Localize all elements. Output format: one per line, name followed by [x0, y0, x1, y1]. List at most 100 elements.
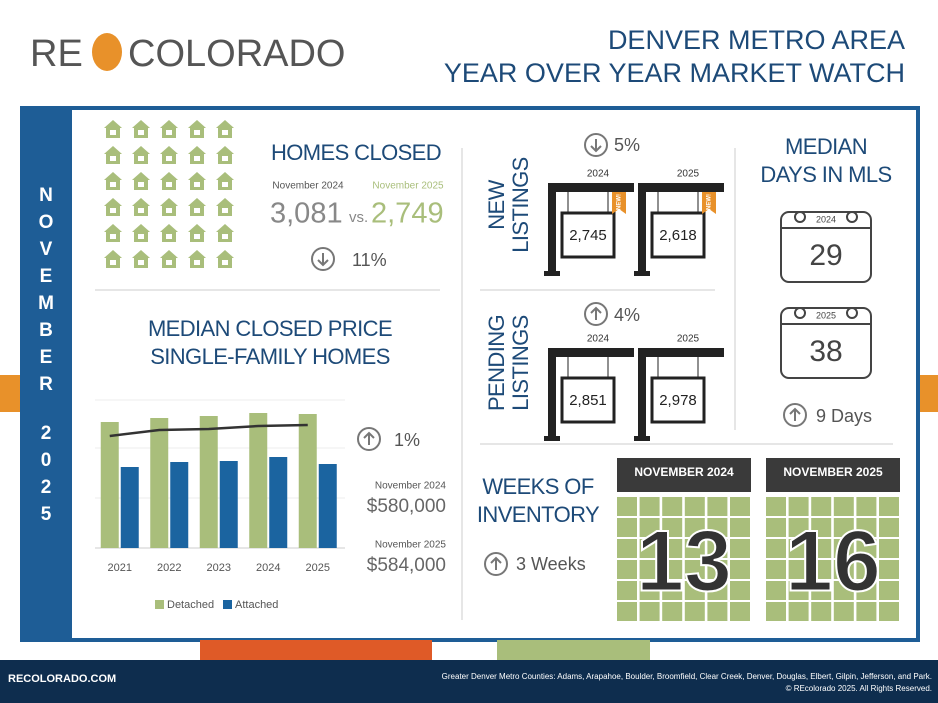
sign-base	[634, 271, 650, 276]
inventory-cell	[617, 602, 637, 621]
house-icon	[160, 120, 178, 138]
house-icon	[104, 146, 122, 164]
change-arrow	[590, 139, 602, 153]
bar	[150, 418, 169, 548]
house-icon	[216, 120, 234, 138]
inventory-cell	[766, 518, 786, 537]
inventory-cell	[730, 497, 750, 516]
inventory-cell	[833, 539, 854, 558]
change: 9 Days	[816, 406, 872, 426]
inventory-cell	[766, 581, 786, 600]
house-window	[138, 156, 144, 161]
logo: COLORADO	[128, 33, 345, 75]
x-tick-label: 2021	[108, 562, 132, 574]
sign-year: 2025	[677, 169, 700, 180]
sign-post	[638, 183, 646, 275]
house-window	[166, 234, 172, 239]
inventory-cell	[788, 602, 809, 621]
inventory-cell	[811, 497, 832, 516]
inventory-cell	[856, 539, 877, 558]
inventory-cell	[662, 602, 683, 621]
section-title: SINGLE-FAMILY HOMES	[150, 344, 390, 369]
inventory-cell	[811, 560, 832, 579]
year: 2025	[40, 423, 52, 525]
house-window	[110, 234, 116, 239]
label: November 2025	[372, 181, 444, 192]
sign-board	[650, 211, 706, 259]
sign-board	[650, 376, 706, 424]
badge-text: NEW!	[707, 194, 713, 210]
inventory-cell	[730, 560, 750, 579]
inventory-cell	[662, 518, 683, 537]
house-window	[110, 182, 116, 187]
house-icon	[216, 172, 234, 190]
inventory-cell	[856, 602, 877, 621]
inventory-cell	[639, 518, 660, 537]
footer-bar	[0, 660, 938, 703]
house-icon	[188, 172, 206, 190]
house-window	[138, 234, 144, 239]
sign-year: 2025	[677, 334, 700, 345]
house-window	[166, 260, 172, 265]
inventory-cell	[707, 581, 728, 600]
value: 2,749	[371, 198, 444, 230]
inventory-cell	[684, 518, 705, 537]
house-window	[194, 156, 200, 161]
house-window	[138, 208, 144, 213]
inventory-cell	[662, 560, 683, 579]
house-icon	[104, 224, 122, 242]
bar	[318, 464, 337, 548]
inventory-cell	[707, 602, 728, 621]
inventory-cell	[788, 581, 809, 600]
badge	[612, 192, 626, 214]
inventory-cell	[811, 539, 832, 558]
calendar-ring	[846, 211, 858, 223]
house-window	[138, 182, 144, 187]
house-window	[194, 208, 200, 213]
inventory-cell	[684, 581, 705, 600]
change-icon	[783, 403, 807, 427]
bar	[298, 414, 317, 548]
footer-site: RECOLORADO.COM	[8, 673, 116, 685]
house-icon	[188, 120, 206, 138]
sign-post	[548, 348, 556, 440]
calendar	[780, 211, 872, 283]
inventory-cell	[639, 602, 660, 621]
calendar-ring	[794, 307, 806, 319]
inventory-cell	[879, 518, 899, 537]
house-icon	[160, 146, 178, 164]
calendar-value: 38	[809, 335, 842, 368]
bottom-accent	[497, 640, 650, 660]
change-arrow	[789, 407, 801, 421]
inventory-cell	[730, 602, 750, 621]
footer-counties: Greater Denver Metro Counties: Adams, Ar…	[442, 672, 932, 681]
inventory-header	[617, 458, 751, 492]
house-window	[138, 260, 144, 265]
house-icon	[104, 198, 122, 216]
change: 11%	[352, 250, 387, 270]
house-window	[194, 182, 200, 187]
change-arrow	[590, 306, 602, 320]
inventory-cell	[766, 602, 786, 621]
bar	[269, 457, 288, 548]
house-icon	[216, 198, 234, 216]
x-tick-label: 2024	[256, 562, 280, 574]
inventory-cell	[730, 518, 750, 537]
inventory-cell	[730, 539, 750, 558]
house-icon	[132, 224, 150, 242]
month: NOVEMBER	[38, 185, 54, 395]
house-icon	[160, 250, 178, 268]
section-title: LISTINGS	[508, 157, 533, 252]
section-title: DAYS IN MLS	[760, 162, 891, 187]
sign-value: 2,745	[569, 227, 607, 244]
label: November 2024	[272, 181, 344, 192]
logo-leaf	[92, 33, 122, 71]
label: November 2025	[375, 540, 447, 551]
x-tick-label: 2025	[306, 562, 330, 574]
side-strip	[22, 108, 72, 640]
legend-swatch	[223, 600, 232, 609]
inventory-cell	[639, 497, 660, 516]
inventory-cell	[856, 560, 877, 579]
inventory-cell	[766, 497, 786, 516]
house-icon	[104, 120, 122, 138]
